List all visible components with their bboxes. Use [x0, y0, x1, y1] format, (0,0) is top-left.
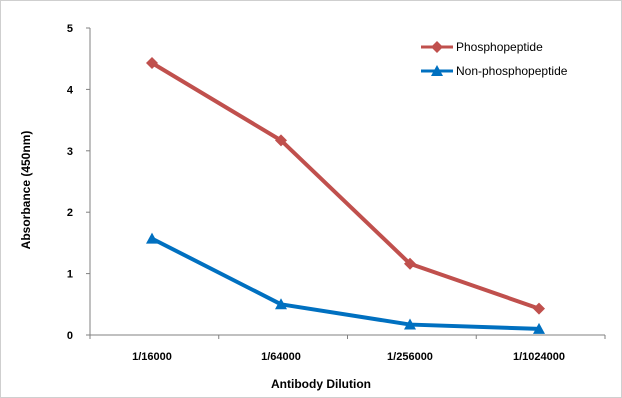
data-point-phosphopeptide	[275, 134, 287, 147]
legend-swatch-marker	[431, 65, 443, 76]
y-tick-label: 1	[67, 269, 73, 281]
y-tick-label: 2	[67, 207, 73, 219]
series-line-non-phosphopeptide	[150, 236, 541, 331]
data-point-non-phosphopeptide	[275, 298, 287, 310]
legend-label: Non-phosphopeptide	[456, 64, 568, 78]
legend: Phosphopeptide Non-phosphopeptide	[421, 40, 568, 78]
y-tick-label: 3	[67, 146, 73, 158]
x-tick-label: 1/1024000	[513, 351, 565, 363]
series-lines	[146, 56, 545, 334]
y-tick-label: 5	[67, 23, 73, 35]
legend-swatch-marker	[431, 41, 443, 53]
legend-label: Phosphopeptide	[456, 40, 543, 54]
y-axis-title: Absorbance (450nm)	[19, 131, 33, 250]
y-tick-label: 4	[67, 84, 74, 96]
x-tick-label: 1/256000	[387, 351, 433, 363]
x-tick-label: 1/64000	[261, 351, 301, 363]
data-point-non-phosphopeptide	[404, 318, 416, 330]
y-tick-label: 0	[67, 330, 73, 342]
data-point-phosphopeptide	[404, 257, 416, 270]
data-point-non-phosphopeptide	[146, 232, 158, 244]
x-tick-label: 1/16000	[132, 351, 172, 363]
data-point-phosphopeptide	[146, 56, 158, 69]
x-ticks: 1/16000 1/64000 1/256000 1/1024000	[89, 335, 606, 363]
series-line-phosphopeptide	[150, 60, 541, 311]
data-point-phosphopeptide	[533, 302, 545, 315]
x-axis-title: Antibody Dilution	[271, 377, 371, 391]
y-ticks: 0 1 2 3 4 5	[67, 23, 90, 342]
data-point-non-phosphopeptide	[533, 322, 545, 334]
